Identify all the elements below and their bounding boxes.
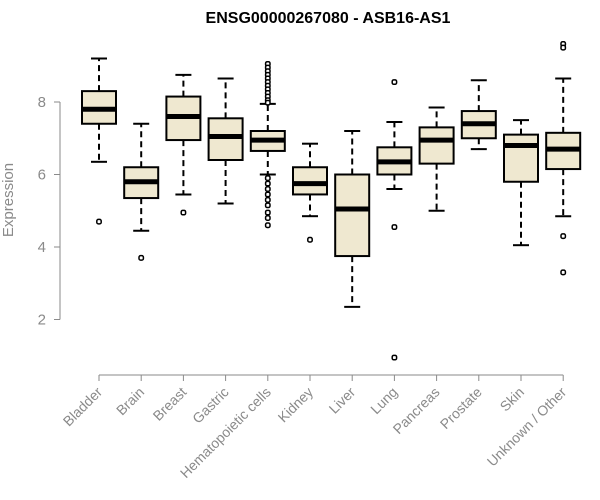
box-pancreas	[418, 106, 455, 212]
outlier-point	[264, 175, 271, 182]
x-tick-label: Bladder	[60, 384, 106, 430]
y-axis-label: Expression	[0, 163, 17, 237]
outlier-point	[264, 209, 271, 216]
chart-title: ENSG00000267080 - ASB16-AS1	[206, 10, 451, 27]
box-brain	[123, 122, 160, 261]
box-skin	[503, 119, 539, 247]
box-bladder	[81, 57, 117, 225]
x-tick-label: Brain	[113, 384, 147, 418]
outlier-point	[264, 186, 271, 192]
y-tick-label: 8	[38, 94, 46, 111]
box-gastric	[207, 77, 244, 205]
outlier-point	[180, 209, 187, 216]
outlier-point	[560, 269, 567, 276]
outlier-point	[264, 99, 271, 106]
x-tick-label: Breast	[150, 384, 190, 424]
outlier-point	[264, 180, 271, 187]
outlier-point	[560, 233, 567, 240]
outlier-point	[391, 79, 398, 86]
box-unknown-other	[545, 41, 582, 276]
outlier-point	[264, 215, 271, 221]
outlier-point	[391, 354, 398, 361]
box-iqr	[292, 166, 328, 196]
outlier-point	[264, 222, 271, 229]
x-tick-label: Kidney	[275, 384, 317, 426]
outlier-point	[307, 236, 313, 243]
box-iqr	[207, 117, 244, 161]
x-tick-label: Prostate	[437, 384, 485, 432]
outlier-point	[391, 224, 398, 231]
box-iqr	[503, 133, 539, 183]
box-iqr	[334, 173, 371, 258]
x-tick-label: Lung	[367, 384, 400, 417]
x-tick-label: Unknown / Other	[484, 384, 570, 470]
y-tick-label: 2	[38, 312, 46, 329]
x-tick-label: Pancreas	[390, 384, 443, 437]
outlier-point	[264, 202, 271, 209]
x-tick-label: Skin	[497, 384, 528, 415]
y-axis: 2 4 6 8	[38, 94, 61, 329]
x-tick-label: Liver	[326, 384, 359, 417]
box-lung	[376, 79, 413, 361]
outlier-point	[560, 44, 567, 51]
outlier-point	[138, 254, 145, 261]
box-iqr	[418, 126, 455, 165]
box-prostate	[460, 79, 497, 151]
box-breast	[165, 73, 202, 216]
outlier-point	[96, 218, 102, 225]
box-liver	[334, 130, 371, 308]
outlier-point	[264, 191, 271, 198]
y-tick-label: 6	[38, 167, 46, 184]
outlier-point	[264, 196, 271, 203]
box-kidney	[292, 142, 328, 243]
box-hematopoietic-cells	[249, 60, 286, 229]
y-tick-label: 4	[38, 239, 46, 256]
boxes	[81, 41, 582, 361]
